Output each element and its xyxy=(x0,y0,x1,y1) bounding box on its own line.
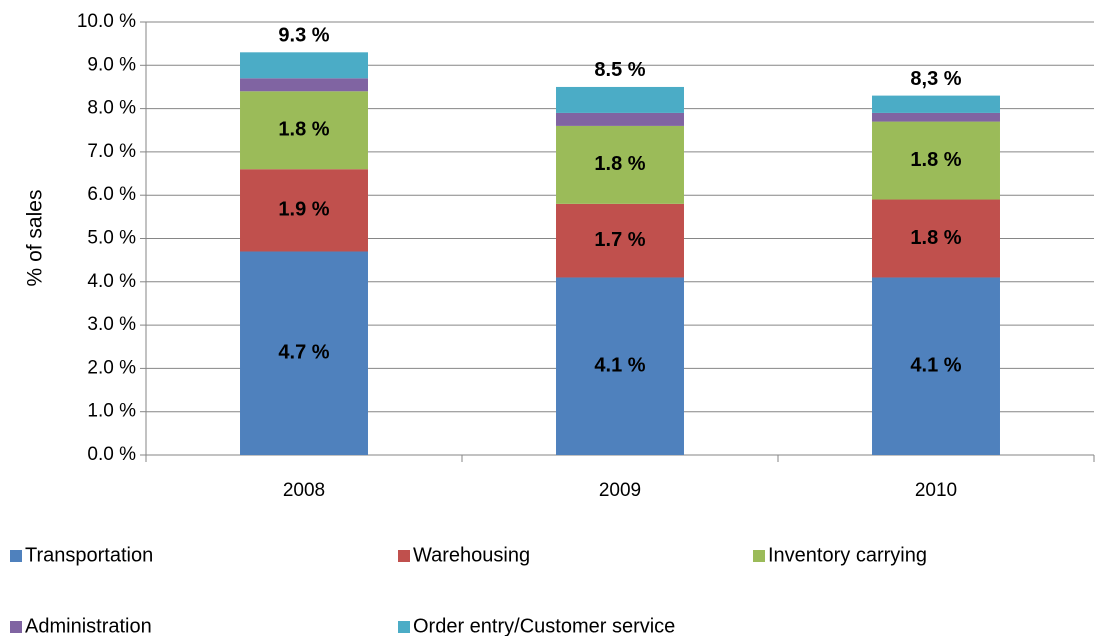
data-label: 1.9 % xyxy=(278,199,329,221)
data-label: 1.8 % xyxy=(278,119,329,141)
bar-segment xyxy=(240,169,368,252)
data-label: 1.7 % xyxy=(594,229,645,251)
data-label: 1.8 % xyxy=(910,227,961,249)
data-label: 4.7 % xyxy=(278,342,329,364)
bar-segment xyxy=(556,203,684,278)
bar-segment xyxy=(872,121,1000,200)
legend-swatch xyxy=(10,550,22,562)
total-label: 8.5 % xyxy=(594,59,645,81)
y-axis-label: % of sales xyxy=(24,190,47,287)
data-label: 4.1 % xyxy=(594,355,645,377)
bar-segment xyxy=(240,91,368,170)
y-tick-label: 1.0 % xyxy=(87,401,136,422)
bar-segment xyxy=(872,277,1000,455)
total-label: 8,3 % xyxy=(910,68,961,90)
legend-swatch xyxy=(753,550,765,562)
data-label: 1.8 % xyxy=(910,149,961,171)
y-tick-label: 0.0 % xyxy=(87,444,136,465)
bar-segment xyxy=(556,112,684,126)
legend-label: Order entry/Customer service xyxy=(413,615,675,636)
bar-segment xyxy=(240,78,368,92)
x-tick-label: 2009 xyxy=(599,480,641,501)
y-tick-label: 5.0 % xyxy=(87,228,136,249)
bar-segment xyxy=(872,112,1000,122)
legend-label: Transportation xyxy=(25,544,153,566)
legend-swatch xyxy=(398,550,410,562)
bar-segment xyxy=(556,277,684,455)
y-tick-label: 6.0 % xyxy=(87,184,136,205)
y-tick-label: 7.0 % xyxy=(87,141,136,162)
data-label: 1.8 % xyxy=(594,153,645,175)
data-label: 4.1 % xyxy=(910,355,961,377)
legend-label: Administration xyxy=(25,615,152,636)
y-tick-label: 2.0 % xyxy=(87,357,136,378)
bar-segment xyxy=(240,52,368,79)
legend-label: Inventory carrying xyxy=(768,544,927,566)
bar-segment xyxy=(240,251,368,455)
total-label: 9.3 % xyxy=(278,25,329,47)
legend-label: Warehousing xyxy=(413,544,530,566)
bar-segment xyxy=(556,86,684,113)
x-tick-label: 2008 xyxy=(283,480,325,501)
y-tick-label: 8.0 % xyxy=(87,98,136,119)
y-tick-label: 9.0 % xyxy=(87,54,136,75)
legend-swatch xyxy=(10,621,22,633)
legend-swatch xyxy=(398,621,410,633)
y-tick-label: 10.0 % xyxy=(77,11,136,32)
y-tick-label: 4.0 % xyxy=(87,271,136,292)
bar-segment xyxy=(872,199,1000,278)
y-tick-label: 3.0 % xyxy=(87,314,136,335)
bar-segment xyxy=(556,125,684,204)
x-tick-label: 2010 xyxy=(915,480,957,501)
bar-segment xyxy=(872,95,1000,113)
